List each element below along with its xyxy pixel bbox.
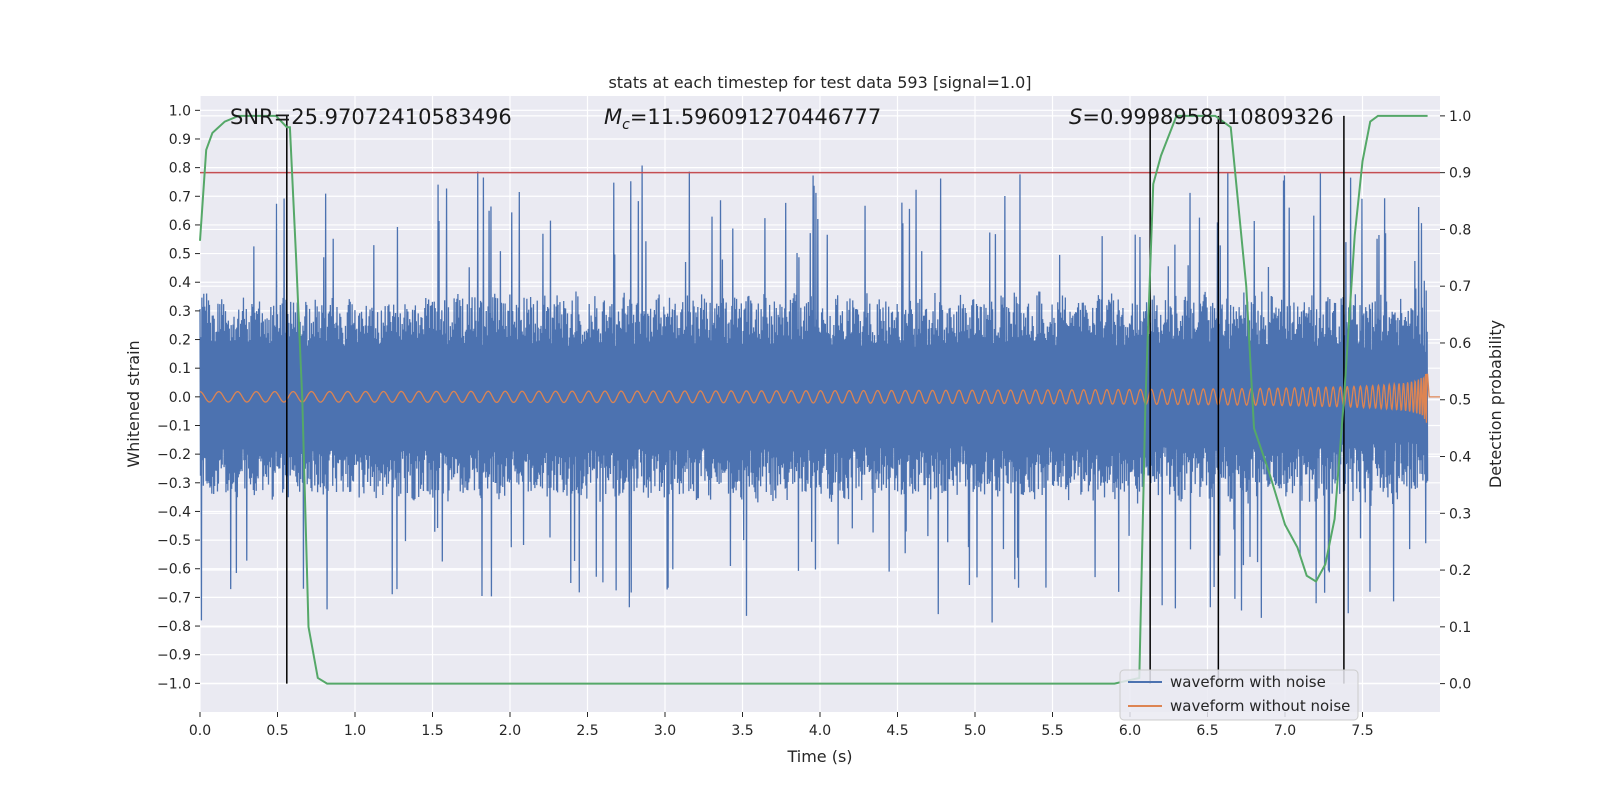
y2-tick-label: 0.3 (1449, 506, 1471, 522)
y-tick-label: 0.7 (169, 189, 191, 205)
x-tick-label: 1.5 (421, 723, 443, 739)
y-tick-label: 1.0 (169, 103, 191, 119)
y-tick-label: −0.7 (157, 590, 191, 606)
chirp-mass-annotation: Mc=11.596091270446777 (604, 105, 881, 133)
y2-axis-ticks: 1.0 0.9 0.8 0.7 0.6 0.5 0.4 0.3 0.2 0.1 0.0 (1440, 109, 1471, 693)
y2-tick-label: 0.5 (1449, 393, 1471, 409)
y-tick-label: 0.5 (169, 247, 191, 263)
x-tick-label: 2.5 (576, 723, 598, 739)
chirp-mass-value: =11.596091270446777 (630, 105, 881, 129)
y-axis-ticks: 1.0 0.9 0.8 0.7 0.6 0.5 0.4 0.3 0.2 0.1 0.0 −0.1 −0.… (157, 103, 200, 692)
y2-tick-label: 1.0 (1449, 109, 1471, 125)
x-tick-label: 7.0 (1274, 723, 1296, 739)
y-tick-label: −0.1 (157, 418, 191, 434)
y2-tick-label: 0.6 (1449, 336, 1471, 352)
y-tick-label: −0.2 (157, 447, 191, 463)
y2-tick-label: 0.8 (1449, 222, 1471, 238)
y-tick-label: −0.6 (157, 562, 191, 578)
x-tick-label: 2.0 (499, 723, 521, 739)
y-tick-label: 0.0 (169, 390, 191, 406)
x-tick-label: 6.0 (1119, 723, 1141, 739)
y2-axis-label: Detection probability (1486, 320, 1505, 488)
y-tick-label: 0.4 (169, 275, 191, 291)
y-tick-label: 0.9 (169, 132, 191, 148)
noisy-waveform-line (199, 165, 1429, 623)
y-tick-label: 0.3 (169, 304, 191, 320)
score-value: =0.9998958110809326 (1082, 105, 1333, 129)
y2-tick-label: 0.7 (1449, 279, 1471, 295)
y-tick-label: −0.8 (157, 619, 191, 635)
y2-tick-label: 0.0 (1449, 677, 1471, 693)
y-tick-label: 0.1 (169, 361, 191, 377)
y-tick-label: −0.3 (157, 476, 191, 492)
x-tick-label: 7.5 (1351, 723, 1373, 739)
x-tick-label: 5.0 (964, 723, 986, 739)
x-axis-ticks: 0.0 0.5 1.0 1.5 2.0 2.5 3.0 3.5 4.0 4.5 5.0 5.5 6.0 6… (189, 712, 1374, 739)
score-symbol: S (1069, 105, 1082, 129)
y-tick-label: −0.4 (157, 504, 191, 520)
chirp-mass-subscript: c (622, 117, 630, 133)
clean-waveform-line (199, 373, 1440, 423)
y2-tick-label: 0.1 (1449, 620, 1471, 636)
legend: waveform with noise waveform without noi… (1119, 669, 1359, 721)
y-tick-label: −0.9 (157, 648, 191, 664)
y-tick-label: −1.0 (157, 676, 191, 692)
score-annotation: S=0.9998958110809326 (1069, 105, 1334, 129)
legend-label-clean: waveform without noise (1170, 697, 1350, 715)
x-axis-label: Time (s) (786, 747, 852, 766)
x-tick-label: 1.0 (344, 723, 366, 739)
legend-box (1119, 669, 1359, 721)
legend-label-noisy: waveform with noise (1170, 673, 1326, 691)
y-tick-label: 0.2 (169, 333, 191, 349)
y-tick-label: −0.5 (157, 533, 191, 549)
y2-tick-label: 0.2 (1449, 563, 1471, 579)
y-tick-label: 0.6 (169, 218, 191, 234)
y2-tick-label: 0.4 (1449, 450, 1471, 466)
x-tick-label: 4.5 (886, 723, 908, 739)
x-tick-label: 3.5 (731, 723, 753, 739)
detection-probability-line (199, 114, 1428, 685)
x-tick-label: 0.5 (266, 723, 288, 739)
x-tick-label: 5.5 (1041, 723, 1063, 739)
x-tick-label: 0.0 (189, 723, 211, 739)
plot-area (199, 114, 1440, 685)
snr-annotation: SNR=25.97072410583496 (230, 105, 512, 129)
x-tick-label: 4.0 (809, 723, 831, 739)
y-tick-label: 0.8 (169, 161, 191, 177)
y2-tick-label: 0.9 (1449, 166, 1471, 182)
chart-title: stats at each timestep for test data 593… (608, 73, 1031, 92)
y-axis-label: Whitened strain (124, 340, 143, 467)
chirp-mass-symbol: M (604, 105, 622, 129)
x-tick-label: 3.0 (654, 723, 676, 739)
x-tick-label: 6.5 (1196, 723, 1218, 739)
